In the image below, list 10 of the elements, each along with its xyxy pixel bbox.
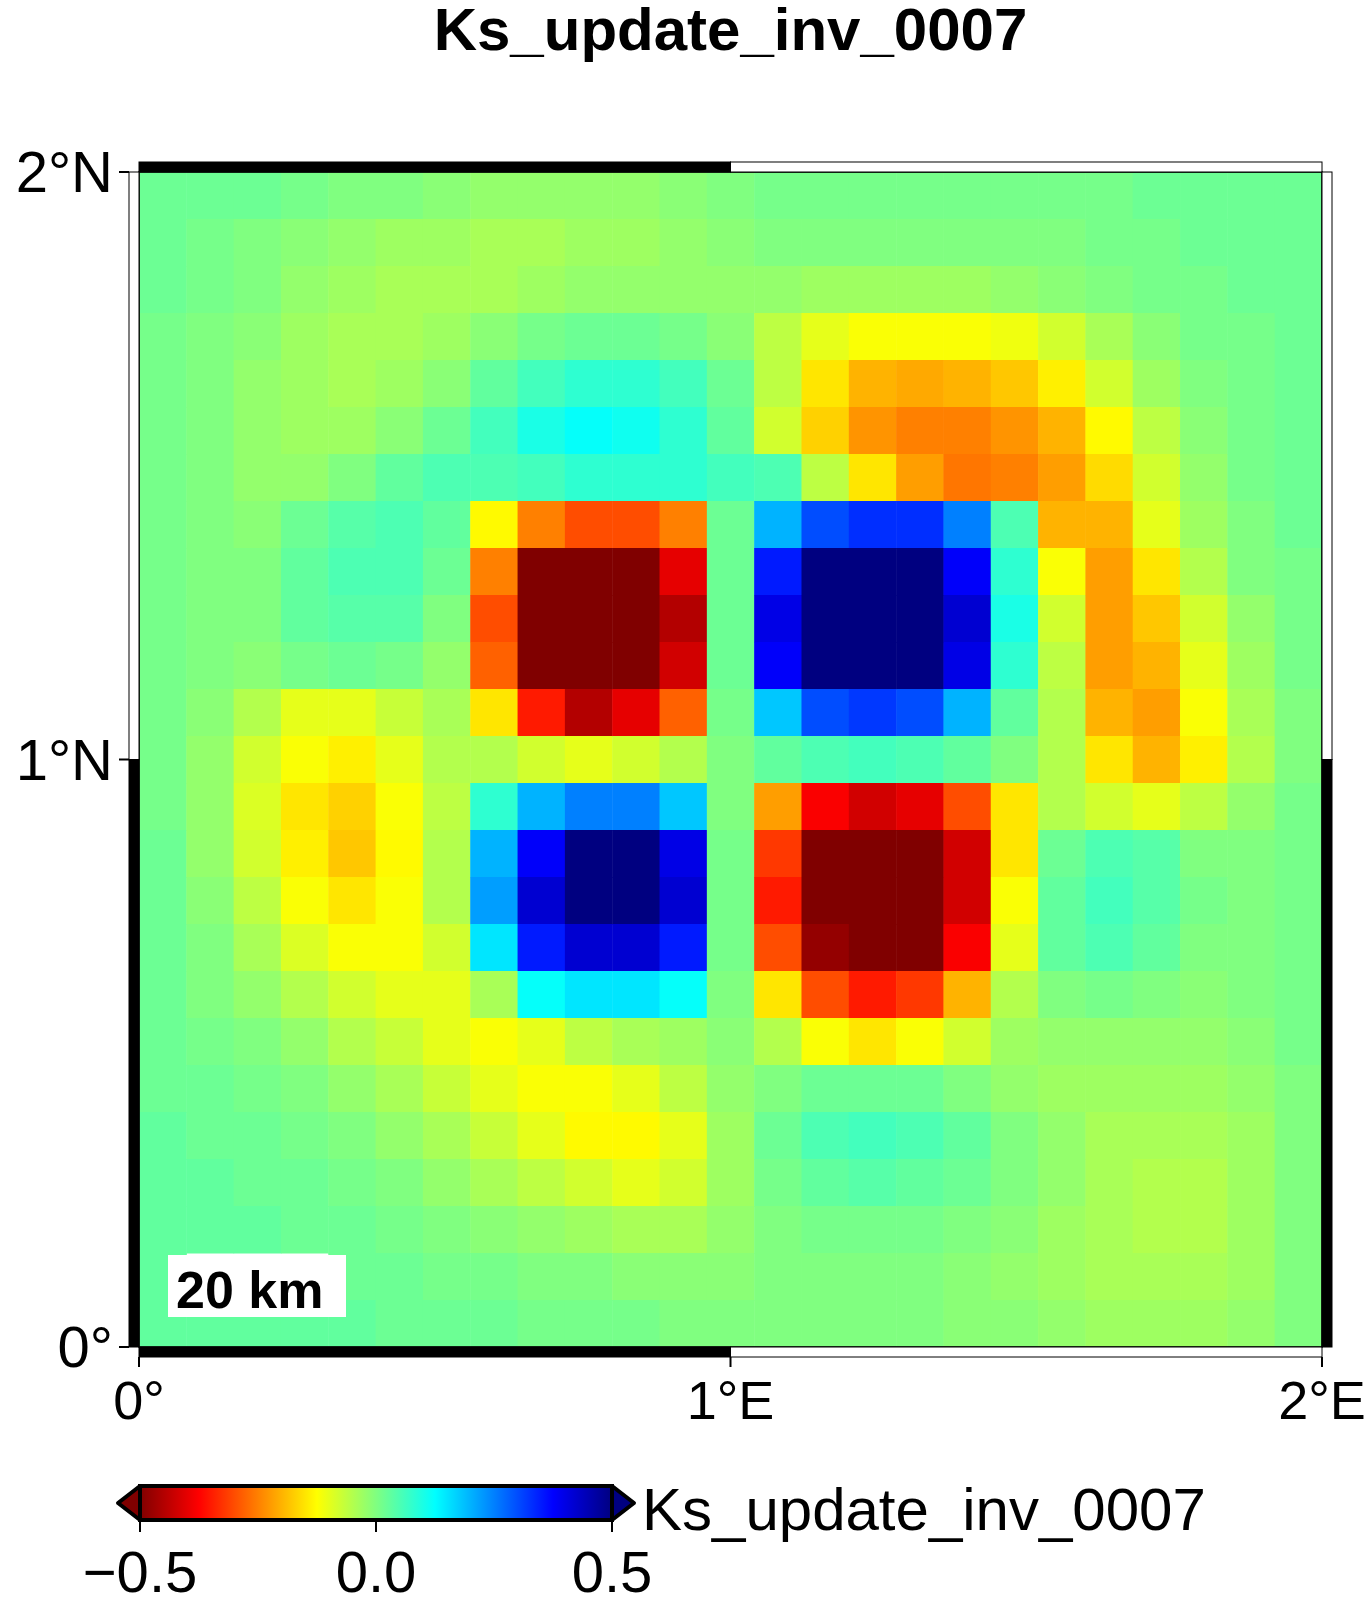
color-bar-label: 0.0 — [335, 1539, 417, 1602]
color-bar-label: −0.5 — [82, 1539, 198, 1602]
x-tick-label: 0° — [113, 1370, 165, 1430]
chart-title: Ks_update_inv_0007 — [433, 0, 1028, 63]
x-tick-label: 1°E — [686, 1370, 775, 1430]
y-tick-label: 1°N — [15, 726, 113, 792]
annotation: 20 km — [176, 1261, 324, 1319]
y-tick-label: 2°N — [15, 139, 113, 204]
y-tick-label: 0° — [57, 1314, 113, 1379]
x-tick-label: 2°E — [1278, 1370, 1366, 1430]
